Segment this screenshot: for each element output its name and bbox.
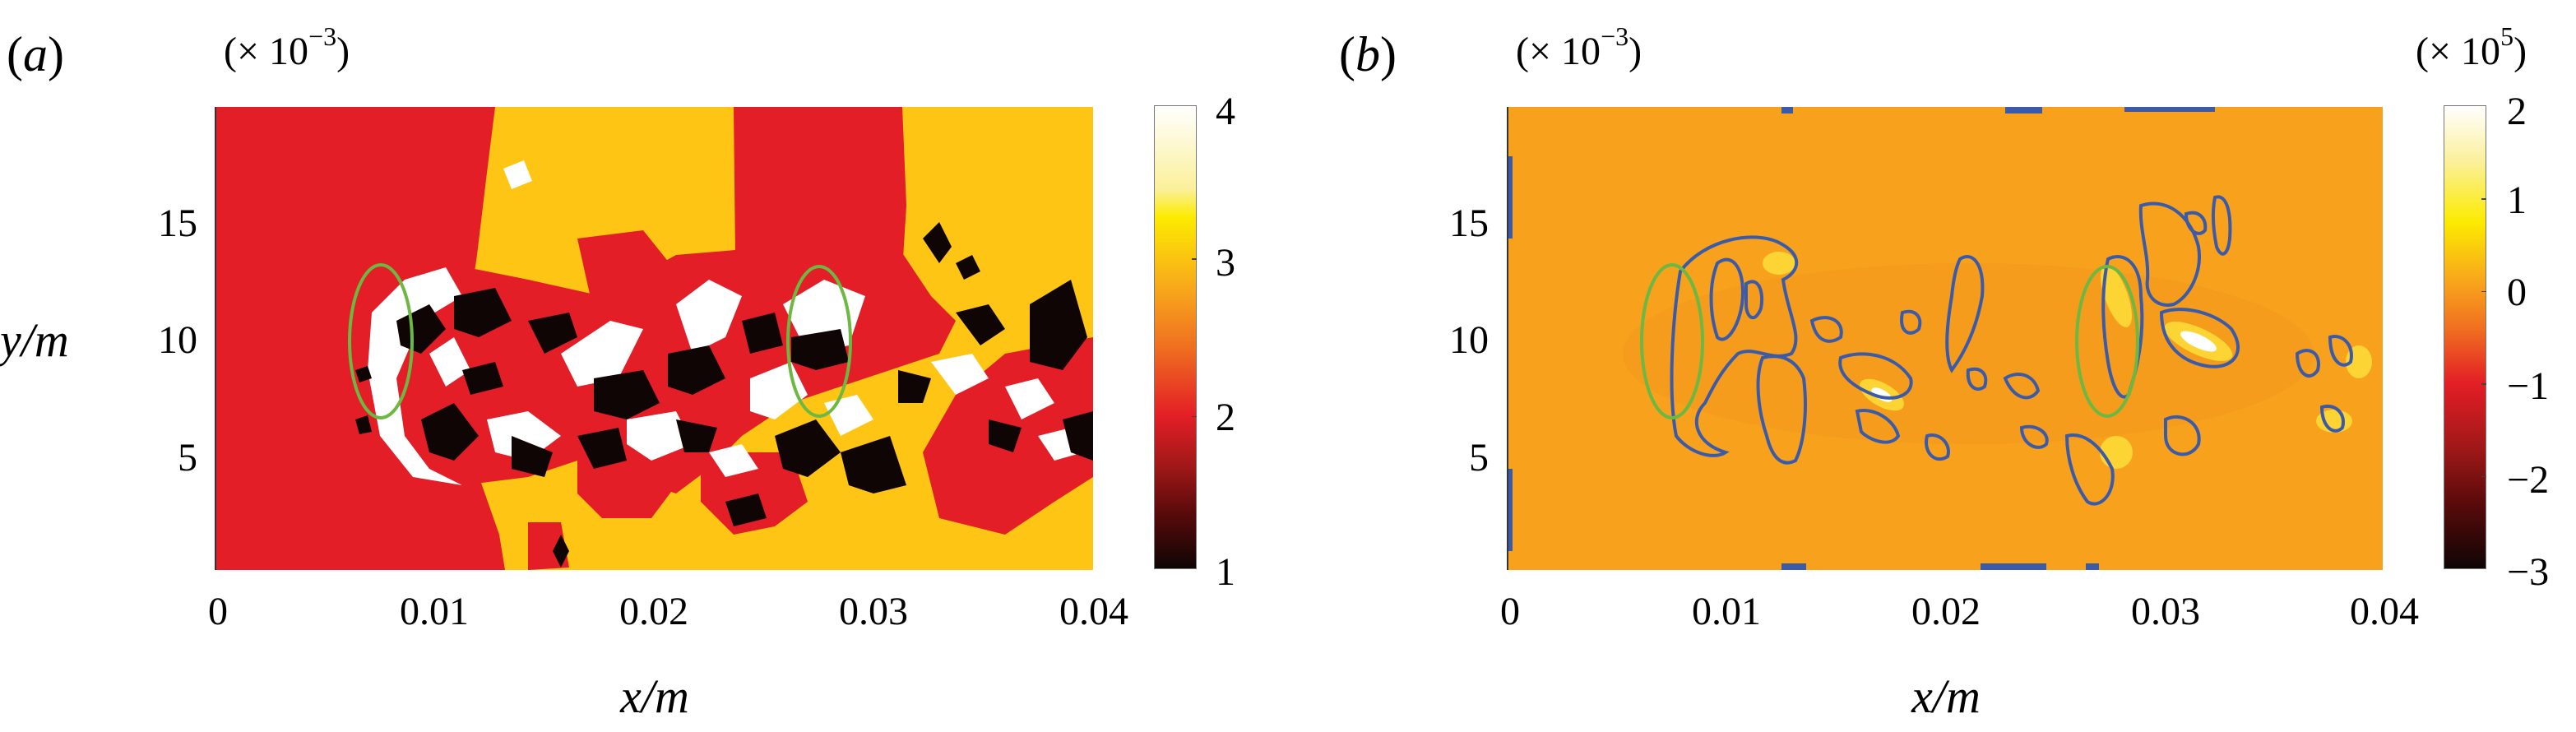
multiplier-close: ) (336, 30, 350, 73)
panel-b-xtick-0.02: 0.02 (1911, 590, 1981, 633)
panel-a-letter: a (22, 27, 48, 81)
panel-b-field (1508, 107, 2383, 570)
panel-b-xtick-0: 0 (1500, 590, 1520, 633)
panel-a-xtick-0.01: 0.01 (400, 590, 469, 633)
panel-b-y-multiplier: (× 10−3) (1516, 23, 1642, 73)
panel-a-cbtick-1: 1 (1216, 550, 1235, 594)
panel-b-label: (b) (1339, 27, 1397, 81)
panel-b-cbtick-neg3: −3 (2507, 550, 2550, 594)
colorbar-tick-mark (1192, 415, 1197, 418)
panel-a-ytick-10: 10 (158, 318, 197, 362)
colorbar-tick-mark (2481, 290, 2486, 293)
multiplier-text: (× 10 (224, 30, 309, 73)
multiplier-text: (× 10 (2416, 30, 2501, 73)
multiplier-close: ) (1629, 30, 1642, 73)
panel-a-field (215, 107, 1093, 570)
panel-b-cbtick-1: 1 (2507, 178, 2527, 222)
panel-b-xtick-0.01: 0.01 (1692, 590, 1761, 633)
panel-a-ytick-5: 5 (178, 436, 197, 480)
panel-a-xtick-0.02: 0.02 (619, 590, 688, 633)
panel-a-xtick-0: 0 (208, 590, 228, 633)
panel-a-label: (a) (7, 27, 64, 81)
panel-a-plot-area (215, 107, 1093, 570)
panel-a-xtick-0.03: 0.03 (839, 590, 908, 633)
colorbar-tick-mark (2481, 198, 2486, 200)
multiplier-exponent: −3 (308, 21, 337, 51)
panel-b-ytick-10: 10 (1449, 318, 1489, 362)
colorbar-tick-mark (2481, 475, 2486, 478)
multiplier-text: (× 10 (1516, 30, 1601, 73)
multiplier-close: ) (2513, 30, 2527, 73)
panel-a-cbtick-2: 2 (1216, 396, 1235, 439)
panel-b-ytick-5: 5 (1469, 436, 1489, 480)
panel-b-xtick-0.03: 0.03 (2131, 590, 2200, 633)
panel-a-cbtick-4: 4 (1216, 90, 1235, 133)
multiplier-exponent: −3 (1601, 21, 1629, 51)
panel-a-xtick-0.04: 0.04 (1059, 590, 1128, 633)
multiplier-exponent: 5 (2500, 21, 2514, 51)
panel-a-cbtick-3: 3 (1216, 241, 1235, 285)
panel-a-y-multiplier: (× 10−3) (224, 23, 350, 73)
panel-b-cbtick-0: 0 (2507, 271, 2527, 314)
panel-b-colorbar-multiplier: (× 105) (2416, 23, 2527, 73)
panel-a-colorbar (1154, 105, 1197, 569)
panel-b-cbtick-2: 2 (2507, 90, 2527, 133)
colorbar-tick-mark (2481, 383, 2486, 385)
colorbar-tick-mark (1192, 258, 1197, 260)
panel-a-ytick-15: 15 (158, 202, 197, 245)
panel-b-y-axis-line (1507, 107, 1508, 570)
panel-b-xtick-0.04: 0.04 (2350, 590, 2419, 633)
panel-b-plot-area (1508, 107, 2383, 570)
panel-b-cbtick-neg1: −1 (2507, 364, 2550, 408)
panel-b-ytick-15: 15 (1449, 202, 1489, 245)
panel-a-y-axis-title: y/m (0, 313, 69, 367)
panel-b-colorbar (2444, 105, 2486, 569)
panel-b-x-axis-title: x/m (1911, 669, 1981, 723)
panel-b-letter: b (1355, 27, 1380, 81)
panel-a-y-axis-line (215, 107, 216, 570)
panel-b-cbtick-neg2: −2 (2507, 458, 2550, 502)
panel-a-x-axis-title: x/m (620, 669, 689, 723)
